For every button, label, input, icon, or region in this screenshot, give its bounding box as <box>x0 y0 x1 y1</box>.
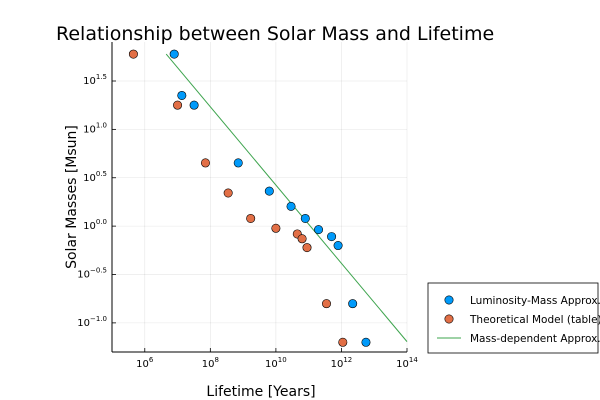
y-tick-exponent: 0.0 <box>96 218 107 226</box>
legend-box <box>427 282 599 354</box>
data-point <box>271 223 281 233</box>
x-tick-label: 1012 <box>331 356 353 370</box>
data-point <box>361 337 371 347</box>
y-tick-label: 101.5 <box>83 73 107 87</box>
data-point <box>200 158 210 168</box>
x-tick-base: 10 <box>265 359 278 370</box>
x-tick-base: 10 <box>136 359 149 370</box>
y-axis-label: Solar Masses [Msun] <box>64 125 80 269</box>
y-tick-base: 10 <box>83 221 96 232</box>
data-point <box>264 186 274 196</box>
series-line <box>165 53 408 342</box>
data-point <box>333 241 343 251</box>
y-tick-base: 10 <box>83 124 96 135</box>
y-tick-label: 10−0.5 <box>77 267 107 281</box>
legend-item: Luminosity-Mass Approx. <box>444 295 600 307</box>
x-tick-base: 10 <box>331 359 344 370</box>
x-axis-ticks: 106 108 1010 1012 1014 <box>136 348 418 370</box>
data-point <box>233 158 243 168</box>
y-tick-label: 101.0 <box>83 121 107 135</box>
data-point <box>314 225 324 235</box>
x-tick-exponent: 8 <box>214 356 218 364</box>
x-tick-label: 108 <box>202 356 219 370</box>
x-axis-label: Lifetime [Years] <box>206 384 315 400</box>
y-tick-exponent: −1.0 <box>90 315 107 323</box>
y-tick-base: 10 <box>77 270 90 281</box>
y-tick-label: 100.5 <box>83 170 107 184</box>
data-point <box>177 90 187 100</box>
line-path <box>165 53 408 342</box>
x-tick-exponent: 6 <box>149 356 154 364</box>
data-point <box>300 213 310 223</box>
legend-label: Mass-dependent Approx. <box>470 333 600 345</box>
data-point <box>348 299 358 309</box>
data-point <box>321 299 331 309</box>
data-point <box>173 100 183 110</box>
data-point <box>246 213 256 223</box>
data-point <box>286 201 296 211</box>
legend: Luminosity-Mass Approx. Theoretical Model… <box>427 282 600 354</box>
y-tick-exponent: 1.0 <box>96 121 107 129</box>
data-point <box>297 234 307 244</box>
legend-dot-marker <box>444 314 454 324</box>
data-point <box>223 188 233 198</box>
y-tick-exponent: −0.5 <box>90 267 107 275</box>
legend-label: Theoretical Model (table) <box>469 314 600 326</box>
legend-item: Theoretical Model (table) <box>444 314 600 326</box>
x-tick-exponent: 14 <box>409 356 418 364</box>
x-tick-exponent: 12 <box>343 356 352 364</box>
series <box>128 49 408 347</box>
y-tick-exponent: 1.5 <box>96 73 107 81</box>
y-tick-base: 10 <box>83 76 96 87</box>
data-point <box>327 232 337 242</box>
x-tick-exponent: 10 <box>278 356 287 364</box>
data-point <box>128 49 138 59</box>
y-tick-label: 10−1.0 <box>77 315 107 329</box>
y-tick-base: 10 <box>83 173 96 184</box>
legend-label: Luminosity-Mass Approx. <box>470 295 600 307</box>
data-point <box>169 49 179 59</box>
x-tick-base: 10 <box>202 359 215 370</box>
series-scatter <box>169 49 371 347</box>
data-point <box>338 337 348 347</box>
grid <box>112 42 408 352</box>
x-tick-base: 10 <box>396 359 409 370</box>
series-scatter <box>128 49 348 347</box>
chart-title: Relationship between Solar Mass and Life… <box>56 23 494 45</box>
legend-dot-marker <box>444 295 454 305</box>
x-tick-label: 1010 <box>265 356 287 370</box>
y-tick-label: 100.0 <box>83 218 107 232</box>
y-tick-exponent: 0.5 <box>96 170 107 178</box>
x-tick-label: 106 <box>136 356 154 370</box>
legend-item: Mass-dependent Approx. <box>437 333 600 345</box>
data-point <box>302 243 312 253</box>
x-tick-label: 1014 <box>396 356 418 370</box>
data-point <box>189 100 199 110</box>
plot-frame <box>111 42 407 353</box>
y-tick-base: 10 <box>77 318 90 329</box>
